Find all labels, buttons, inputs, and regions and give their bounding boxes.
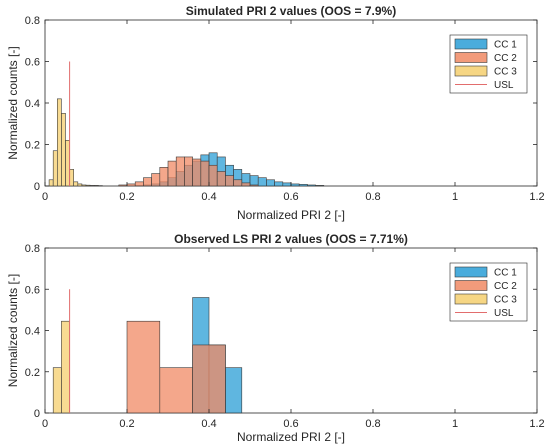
- y-tick-label: 0.4: [25, 326, 40, 338]
- legend-label: CC 1: [494, 268, 517, 279]
- y-tick-label: 0.8: [25, 15, 40, 27]
- bar-cc2: [151, 173, 161, 187]
- bar-cc2: [167, 160, 177, 187]
- legend-label: USL: [494, 308, 514, 319]
- legend-swatch-cc3: [454, 65, 488, 77]
- bar-cc2: [233, 179, 243, 187]
- bar-cc1: [274, 181, 284, 187]
- x-tick-label: 1: [452, 191, 458, 203]
- bar-cc3: [48, 179, 54, 187]
- y-tick-label: 0: [34, 408, 40, 420]
- chart-panel-1: 0 0.2 0.4 0.6 0.8 1 1.2 0 0.2 0.4 0.6 0.8 Simulated …: [6, 4, 545, 222]
- y-tick-label: 0.4: [25, 98, 40, 110]
- y-tick-label: 0.6: [25, 284, 40, 296]
- bar-cc1: [249, 175, 259, 187]
- bar-cc2: [200, 160, 210, 187]
- bar-cc3: [65, 140, 70, 187]
- bar-cc3: [81, 184, 87, 187]
- x-axis-label: Normalized PRI 2 [-]: [237, 208, 345, 222]
- x-tick-label: 0.2: [119, 191, 134, 203]
- legend: CC 1 CC 2 CC 3 USL: [449, 34, 528, 94]
- bar-cc2: [225, 175, 234, 187]
- x-axis-label: Normalized PRI 2 [-]: [237, 430, 345, 444]
- y-tick-label: 0.8: [25, 243, 40, 255]
- legend-swatch-cc1: [454, 38, 488, 50]
- bar-cc3: [61, 113, 66, 187]
- legend-label: CC 2: [494, 53, 517, 64]
- bar-cc2: [159, 367, 193, 414]
- bar-cc2: [159, 167, 169, 187]
- y-tick-label: 0.2: [25, 140, 40, 152]
- bar-cc2: [216, 171, 226, 187]
- x-tick-label: 0.2: [119, 418, 134, 430]
- legend-swatch-cc2: [454, 280, 488, 291]
- legend-label: CC 1: [494, 40, 517, 51]
- bar-cc2: [192, 344, 226, 414]
- bar-cc1: [290, 183, 300, 187]
- x-tick-label: 1.2: [529, 418, 544, 430]
- x-tick-label: 0.6: [283, 191, 298, 203]
- bar-cc3: [73, 181, 79, 187]
- bar-cc3: [85, 184, 91, 187]
- x-tick-label: 0.4: [201, 418, 216, 430]
- x-tick-label: 0.8: [365, 418, 380, 430]
- bar-cc1: [257, 177, 267, 187]
- legend-swatch-cc2: [454, 52, 488, 63]
- y-tick-label: 0.6: [25, 57, 40, 69]
- bar-cc3: [69, 169, 74, 187]
- x-tick-label: 1: [452, 418, 458, 430]
- bar-cc2: [241, 182, 251, 187]
- bar-cc2: [118, 184, 128, 187]
- bar-cc3: [52, 367, 62, 414]
- bar-cc1: [282, 182, 292, 187]
- bar-cc3: [61, 320, 70, 414]
- y-tick-label: 0.2: [25, 367, 40, 379]
- x-tick-label: 0: [42, 418, 48, 430]
- series-cc2: [118, 156, 259, 187]
- bar-cc3: [89, 185, 95, 187]
- chart-title: Observed LS PRI 2 values (OOS = 7.71%): [174, 232, 408, 246]
- x-tick-label: 1.2: [529, 191, 544, 203]
- bar-cc2: [134, 181, 144, 187]
- y-tick-label: 0: [34, 181, 40, 193]
- x-tick-label: 0.8: [365, 191, 380, 203]
- legend: CC 1 CC 2 CC 3 USL: [449, 262, 528, 322]
- legend-swatch-cc1: [454, 266, 488, 278]
- bar-cc2: [175, 156, 185, 187]
- bar-cc2: [249, 184, 259, 187]
- bar-cc1: [315, 185, 325, 187]
- chart-title: Simulated PRI 2 values (OOS = 7.9%): [186, 4, 396, 18]
- x-tick-label: 0: [42, 191, 48, 203]
- bar-cc1: [307, 184, 316, 187]
- bar-cc1: [298, 184, 308, 187]
- bar-cc1: [225, 367, 243, 414]
- bar-cc1: [266, 179, 275, 187]
- y-axis-label: Normalized counts [-]: [6, 274, 20, 387]
- bar-cc2: [126, 183, 136, 187]
- bar-cc3: [77, 183, 83, 187]
- y-axis-label: Normalized counts [-]: [6, 46, 20, 159]
- series-cc3: [48, 98, 103, 187]
- x-tick-label: 0.4: [201, 191, 216, 203]
- x-tick-label: 0.6: [283, 418, 298, 430]
- legend-label: CC 3: [494, 67, 517, 78]
- bar-cc2: [126, 320, 161, 414]
- legend-label: CC 3: [494, 295, 517, 306]
- bar-cc2: [192, 158, 202, 187]
- bar-cc2: [184, 156, 193, 187]
- bar-cc3: [52, 150, 58, 187]
- series-cc2: [126, 320, 226, 414]
- legend-label: CC 2: [494, 281, 517, 292]
- bar-cc2: [208, 164, 218, 187]
- bar-cc3: [56, 98, 62, 187]
- bar-cc3: [93, 185, 99, 187]
- legend-label: USL: [494, 80, 514, 91]
- chart-panel-2: 0 0.2 0.4 0.6 0.8 1 1.2 0 0.2 0.4 0.6 0.8 Observed L…: [6, 232, 545, 444]
- legend-swatch-cc3: [454, 293, 488, 305]
- bar-cc2: [143, 177, 152, 187]
